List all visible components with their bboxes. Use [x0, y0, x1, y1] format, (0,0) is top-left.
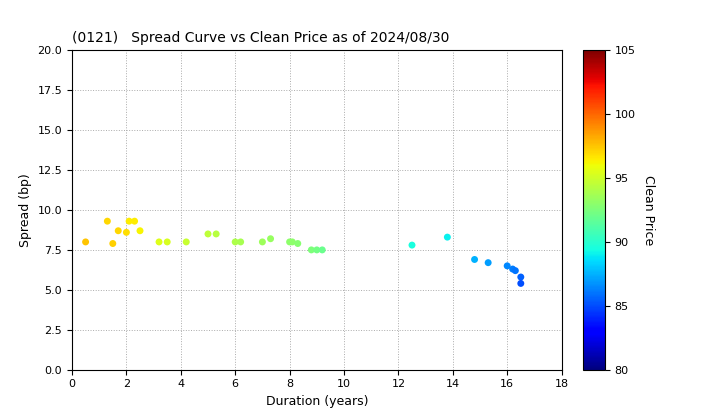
Point: [510, 267, 521, 274]
Point: [102, 218, 113, 225]
Point: [507, 266, 518, 273]
Point: [129, 218, 140, 225]
Point: [469, 256, 480, 263]
Point: [153, 239, 165, 245]
Point: [515, 280, 526, 287]
Point: [230, 239, 241, 245]
Point: [121, 229, 132, 236]
Point: [161, 239, 173, 245]
Point: [112, 227, 124, 234]
Point: [210, 231, 222, 237]
Point: [287, 239, 298, 245]
Point: [235, 239, 246, 245]
Y-axis label: Spread (bp): Spread (bp): [19, 173, 32, 247]
Point: [311, 247, 323, 253]
Point: [406, 242, 418, 249]
Point: [317, 247, 328, 253]
Point: [284, 239, 295, 245]
Point: [292, 240, 304, 247]
Point: [501, 262, 513, 269]
Text: (0121)   Spread Curve vs Clean Price as of 2024/08/30: (0121) Spread Curve vs Clean Price as of…: [72, 31, 449, 45]
Point: [107, 240, 119, 247]
Y-axis label: Clean Price: Clean Price: [642, 175, 655, 245]
Point: [181, 239, 192, 245]
Point: [80, 239, 91, 245]
Point: [482, 259, 494, 266]
Point: [256, 239, 268, 245]
Point: [134, 227, 145, 234]
Point: [305, 247, 317, 253]
Point: [265, 235, 276, 242]
Point: [202, 231, 214, 237]
Point: [123, 218, 135, 225]
X-axis label: Duration (years): Duration (years): [266, 395, 368, 408]
Point: [515, 274, 526, 281]
Point: [441, 234, 453, 241]
